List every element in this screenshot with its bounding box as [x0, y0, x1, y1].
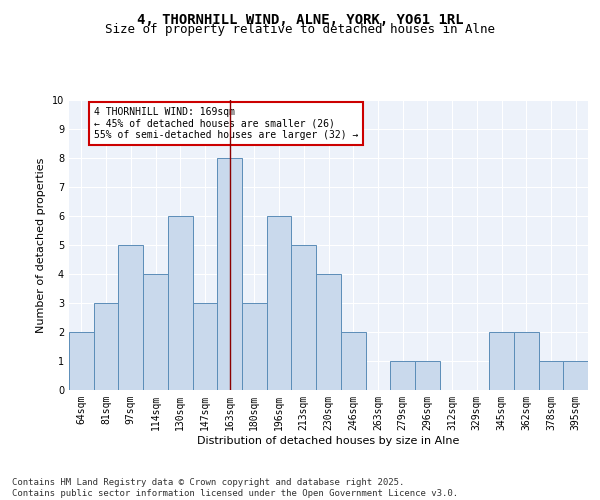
Bar [539, 361, 563, 390]
Text: 4, THORNHILL WIND, ALNE, YORK, YO61 1RL: 4, THORNHILL WIND, ALNE, YORK, YO61 1RL [137, 12, 463, 26]
Bar [267, 216, 292, 390]
Bar [415, 361, 440, 390]
Bar [94, 303, 118, 390]
Bar [514, 332, 539, 390]
Bar [489, 332, 514, 390]
Y-axis label: Number of detached properties: Number of detached properties [37, 158, 46, 332]
Text: Size of property relative to detached houses in Alne: Size of property relative to detached ho… [105, 22, 495, 36]
Bar [292, 245, 316, 390]
Text: Contains HM Land Registry data © Crown copyright and database right 2025.
Contai: Contains HM Land Registry data © Crown c… [12, 478, 458, 498]
Bar [217, 158, 242, 390]
Bar [168, 216, 193, 390]
Bar [143, 274, 168, 390]
Bar [69, 332, 94, 390]
Text: 4 THORNHILL WIND: 169sqm
← 45% of detached houses are smaller (26)
55% of semi-d: 4 THORNHILL WIND: 169sqm ← 45% of detach… [94, 108, 358, 140]
Bar [242, 303, 267, 390]
Bar [316, 274, 341, 390]
Bar [341, 332, 365, 390]
X-axis label: Distribution of detached houses by size in Alne: Distribution of detached houses by size … [197, 436, 460, 446]
Bar [193, 303, 217, 390]
Bar [390, 361, 415, 390]
Bar [118, 245, 143, 390]
Bar [563, 361, 588, 390]
